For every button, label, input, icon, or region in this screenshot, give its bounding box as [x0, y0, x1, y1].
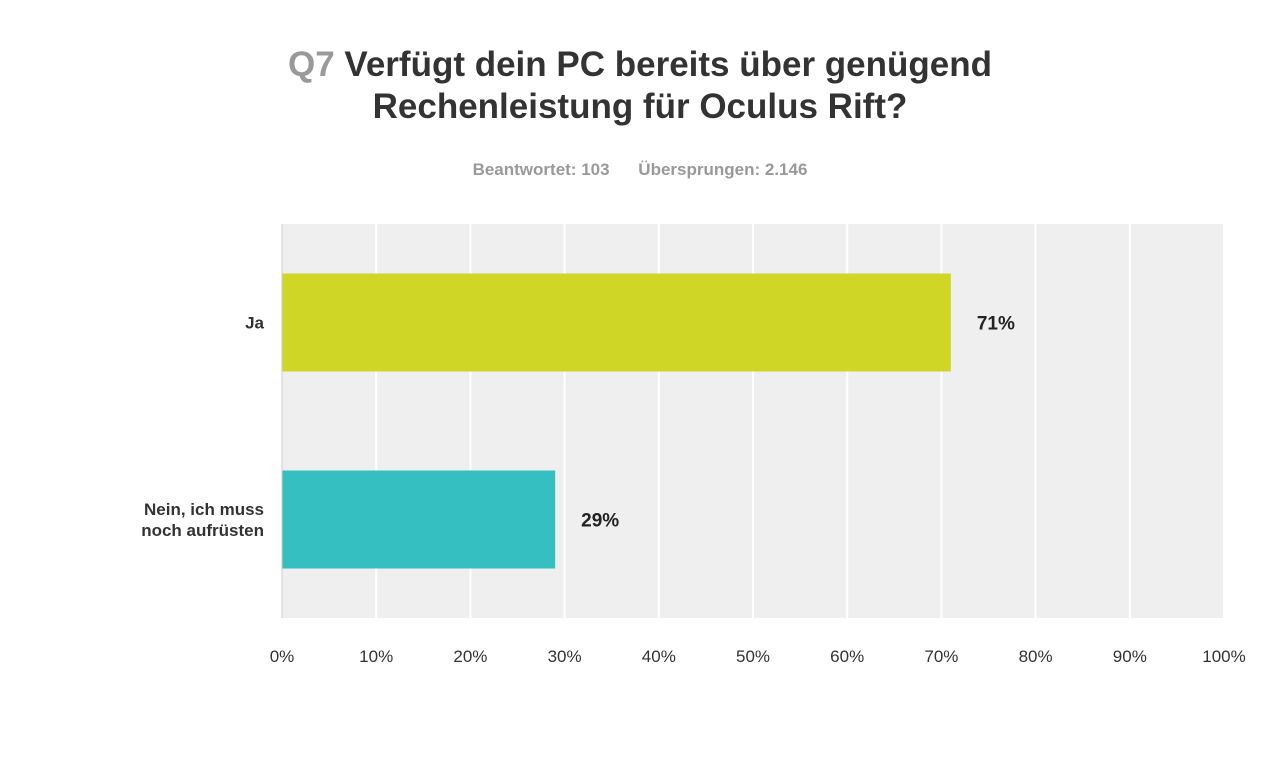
- x-tick-label: 30%: [548, 647, 582, 666]
- x-tick-label: 70%: [924, 647, 958, 666]
- x-tick-label: 90%: [1113, 647, 1147, 666]
- bar: [282, 273, 951, 372]
- skipped-count: Übersprungen: 2.146: [638, 160, 808, 179]
- response-stats: Beantwortet: 103 Übersprungen: 2.146: [0, 160, 1280, 180]
- bars: [282, 273, 951, 569]
- x-axis-ticks: 0% 10% 20% 30% 40% 50% 60% 70% 80% 90% 100%: [270, 647, 1246, 666]
- x-tick-label: 80%: [1019, 647, 1053, 666]
- category-labels: Ja Nein, ich muss noch aufrüsten: [141, 314, 264, 541]
- category-label: Nein, ich muss noch aufrüsten: [141, 500, 264, 540]
- data-label: 29%: [581, 511, 619, 532]
- x-tick-label: 100%: [1202, 647, 1245, 666]
- title-line-1: Q7 Verfügt dein PC bereits über genügend: [0, 44, 1280, 86]
- x-tick-label: 60%: [830, 647, 864, 666]
- title-text-line-2: Rechenleistung für Oculus Rift?: [372, 87, 908, 126]
- x-tick-label: 40%: [642, 647, 676, 666]
- x-tick-label: 50%: [736, 647, 770, 666]
- x-tick-label: 0%: [270, 647, 295, 666]
- category-label: Ja: [245, 314, 264, 333]
- x-tick-label: 20%: [453, 647, 487, 666]
- answered-count: Beantwortet: 103: [472, 160, 610, 179]
- data-labels: 71% 29%: [581, 314, 1015, 532]
- bar: [282, 470, 556, 569]
- question-number: Q7: [287, 45, 335, 84]
- data-label: 71%: [977, 314, 1015, 335]
- x-tick-label: 10%: [359, 647, 393, 666]
- title-text-line-1: Verfügt dein PC bereits über genügend: [344, 45, 993, 84]
- chart-title: Q7 Verfügt dein PC bereits über genügend…: [0, 44, 1280, 128]
